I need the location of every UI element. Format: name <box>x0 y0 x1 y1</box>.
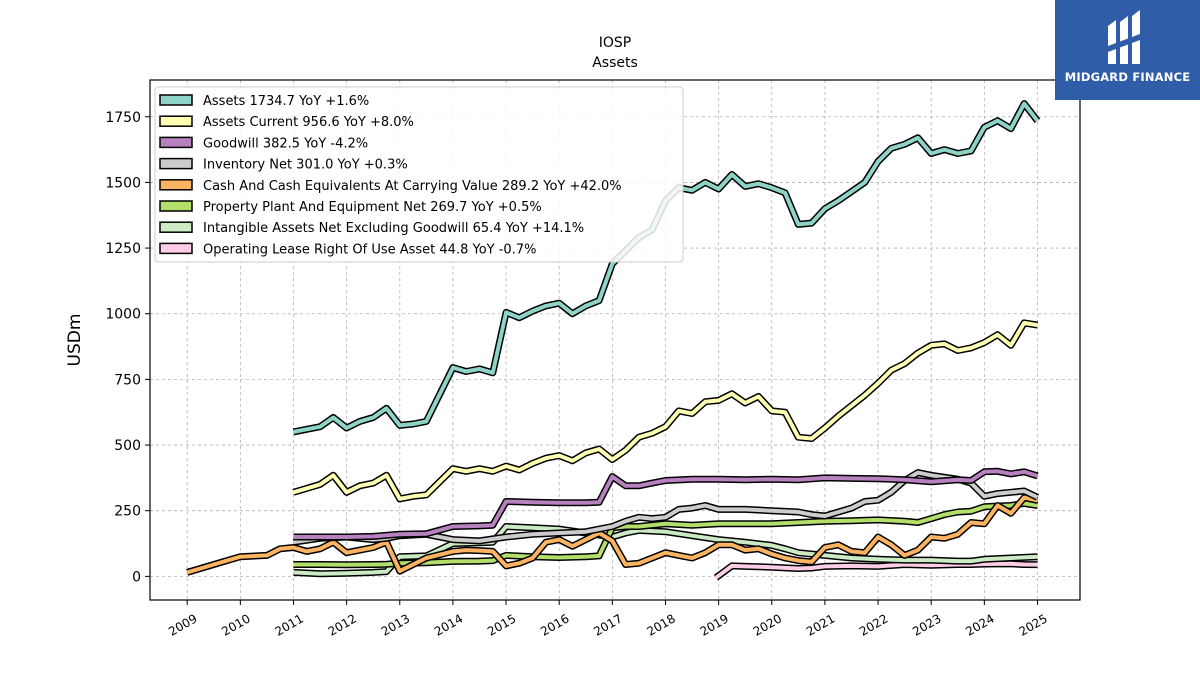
x-tick-label: 2024 <box>963 611 996 638</box>
series-line <box>713 560 1038 581</box>
x-tick-label: 2015 <box>485 611 518 638</box>
y-tick-label: 1000 <box>105 307 141 323</box>
x-tick-label: 2011 <box>272 611 305 638</box>
legend-entry: Operating Lease Right Of Use Asset 44.8 … <box>203 242 536 257</box>
y-tick-label: 1500 <box>105 175 141 191</box>
series-line <box>292 319 1039 503</box>
series-line <box>293 499 1039 569</box>
legend-entry: Goodwill 382.5 YoY -4.2% <box>203 136 368 151</box>
legend-swatch <box>159 94 193 106</box>
x-tick-label: 2018 <box>644 611 677 638</box>
legend-swatch <box>159 115 193 127</box>
legend-entry: Cash And Cash Equivalents At Carrying Va… <box>203 179 622 194</box>
legend-swatch <box>159 221 193 233</box>
series-line <box>186 494 1039 576</box>
legend-entry: Inventory Net 301.0 YoY +0.3% <box>203 158 408 173</box>
brand-name: MIDGARD FINANCE <box>1064 70 1191 84</box>
legend-swatch <box>159 179 193 191</box>
y-tick-label: 250 <box>114 504 141 520</box>
legend-box <box>154 86 684 263</box>
series-line <box>292 469 1039 546</box>
x-tick-label: 2014 <box>432 611 465 638</box>
y-tick-label: 750 <box>114 372 141 388</box>
x-axis: 2009 2010 2011 2012 2013 2014 2015 2016 2017 2018… <box>166 600 1050 639</box>
plot-area-frame <box>149 79 1081 601</box>
x-tick-label: 2012 <box>326 611 359 638</box>
legend-swatch <box>159 200 193 212</box>
y-tick-label: 1250 <box>105 241 141 257</box>
x-tick-label: 2017 <box>591 611 624 638</box>
y-tick-label: 0 <box>132 569 141 585</box>
y-axis: 0 250 500 750 1000 1250 1500 1750 <box>105 110 150 585</box>
x-tick-label: 2022 <box>857 611 890 638</box>
series-line <box>293 523 1038 578</box>
legend-entry: Property Plant And Equipment Net 269.7 Y… <box>203 200 542 215</box>
x-tick-label: 2025 <box>1016 611 1049 638</box>
y-tick-label: 1750 <box>105 110 141 126</box>
brand-logo: MIDGARD FINANCE <box>1055 0 1200 100</box>
series-line <box>293 467 1039 541</box>
chart-title: IOSP <box>599 35 631 51</box>
legend: Assets 1734.7 YoY +1.6% Assets Current 95… <box>154 86 684 263</box>
x-tick-label: 2019 <box>698 611 731 638</box>
x-tick-label: 2009 <box>166 611 199 638</box>
x-tick-label: 2023 <box>910 611 943 638</box>
y-axis-label: USDm <box>65 314 85 367</box>
midgard-logo-icon <box>1108 10 1140 64</box>
legend-swatch <box>159 242 193 255</box>
x-tick-label: 2020 <box>751 611 784 638</box>
legend-entry: Intangible Assets Net Excluding Goodwill… <box>203 221 584 236</box>
legend-entry: Assets Current 956.6 YoY +8.0% <box>203 115 414 130</box>
y-tick-label: 500 <box>114 438 141 454</box>
chart-subtitle: Assets <box>592 55 638 71</box>
x-tick-label: 2013 <box>379 611 412 638</box>
legend-swatch <box>159 157 193 170</box>
x-tick-label: 2010 <box>219 611 252 638</box>
legend-swatch <box>159 136 193 149</box>
x-tick-label: 2021 <box>804 611 837 638</box>
legend-entry: Assets 1734.7 YoY +1.6% <box>203 94 369 109</box>
x-tick-label: 2016 <box>538 611 571 638</box>
